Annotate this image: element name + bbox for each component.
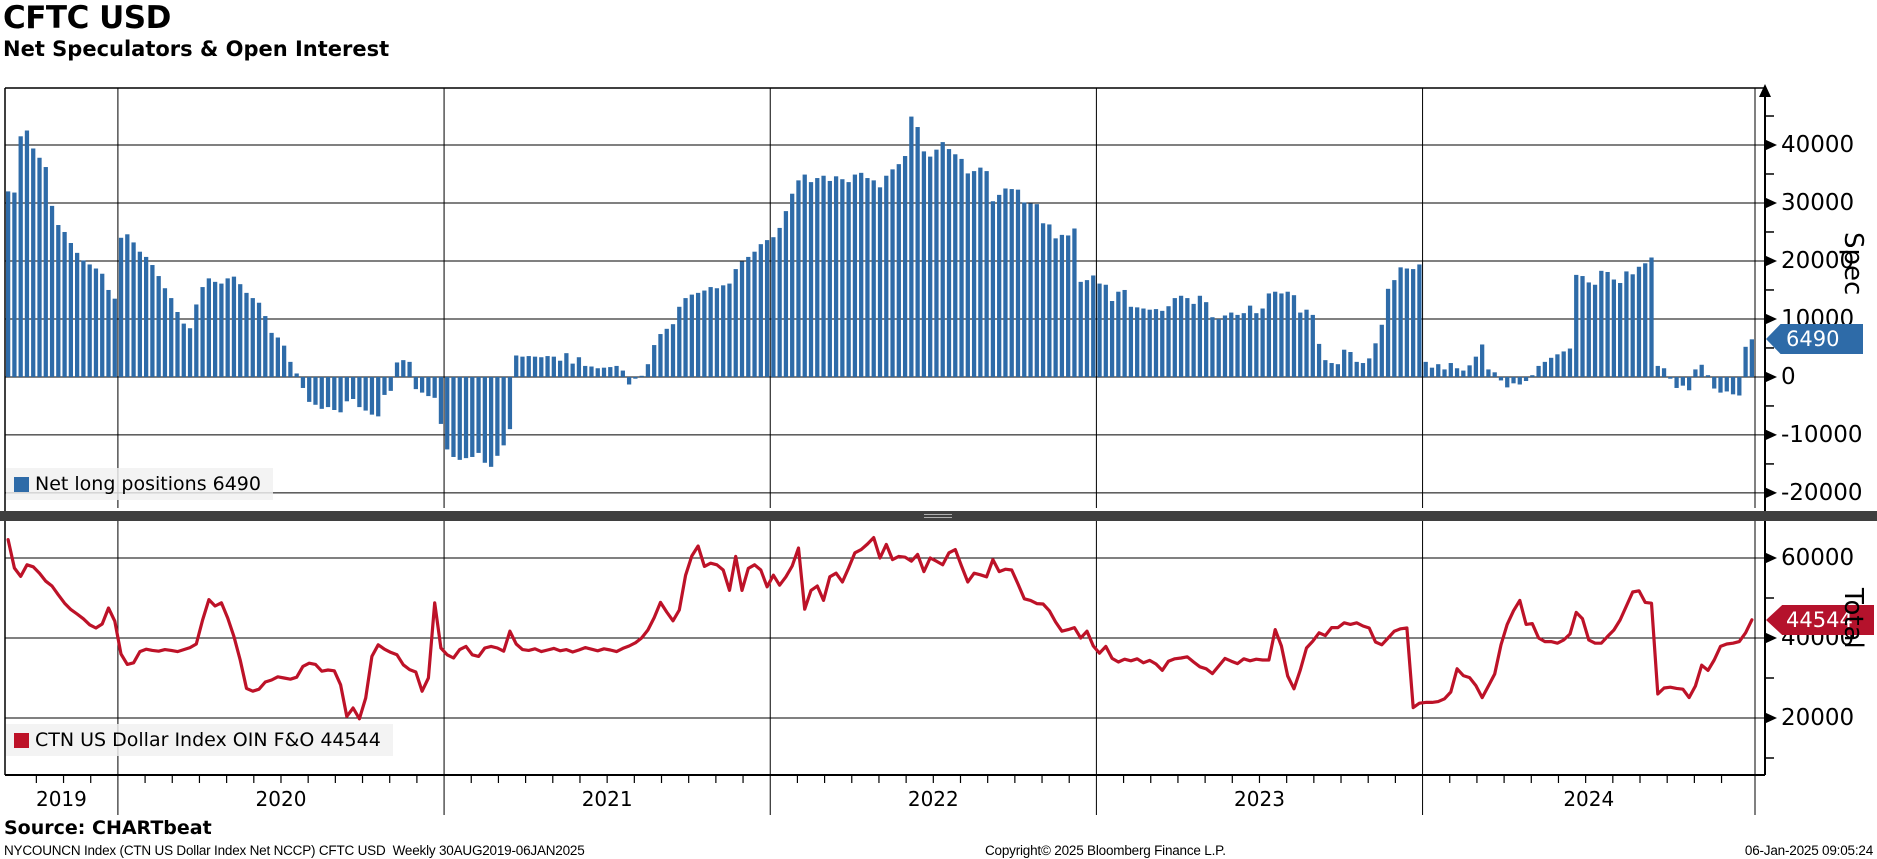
panel-divider[interactable] <box>0 511 1877 521</box>
chart-subtitle: Net Speculators & Open Interest <box>3 37 390 61</box>
svg-text:20000: 20000 <box>1781 705 1854 731</box>
bottom-axis: 2019 2020 2021 2022 2023 2024 <box>35 775 1723 811</box>
svg-text:30000: 30000 <box>1781 190 1854 216</box>
svg-text:-10000: -10000 <box>1781 422 1862 448</box>
chart-header: CFTC USD Net Speculators & Open Interest <box>3 0 389 62</box>
svg-text:2023: 2023 <box>1234 787 1285 811</box>
svg-text:40000: 40000 <box>1781 132 1854 158</box>
svg-text:0: 0 <box>1781 364 1796 390</box>
blue-series-swatch-icon <box>14 476 29 492</box>
divider-grip-icon <box>924 514 952 515</box>
svg-text:60000: 60000 <box>1781 545 1854 571</box>
legend-open-interest[interactable]: CTN US Dollar Index OIN F&O 44544 <box>6 724 393 756</box>
legend-label: CTN US Dollar Index OIN F&O 44544 <box>35 729 381 751</box>
divider-grip-icon <box>924 517 952 518</box>
legend-label: Net long positions 6490 <box>35 473 261 495</box>
svg-text:-20000: -20000 <box>1781 480 1862 506</box>
page-title: CFTC USD <box>3 0 171 36</box>
svg-text:2021: 2021 <box>582 787 633 811</box>
legend-net-long-positions[interactable]: Net long positions 6490 <box>6 468 273 500</box>
svg-text:2020: 2020 <box>256 787 307 811</box>
spec-last-value: 6490 <box>1786 327 1840 351</box>
right-axis: 400003000020000100000-10000-200006000040… <box>1765 115 1862 759</box>
total-axis-title: Total <box>1838 588 1868 649</box>
footnote-timestamp: 06-Jan-2025 09:05:24 <box>1744 843 1873 858</box>
total-last-value: 44544 <box>1786 608 1853 632</box>
spec-axis-title: Spec <box>1838 232 1868 296</box>
red-series-swatch-icon <box>14 732 29 748</box>
source-label: Source: CHARTbeat <box>4 817 212 839</box>
total-last-value-tag: 44544 <box>1766 605 1874 635</box>
svg-text:20000: 20000 <box>1781 248 1854 274</box>
svg-text:2022: 2022 <box>908 787 959 811</box>
svg-text:2019: 2019 <box>36 787 87 811</box>
spec-bars-series[interactable] <box>6 116 1754 467</box>
svg-text:2024: 2024 <box>1563 787 1614 811</box>
total-line-series[interactable] <box>6 535 1754 721</box>
spec-last-value-tag: 6490 <box>1766 324 1863 354</box>
footnote-copyright: Copyright© 2025 Bloomberg Finance L.P. <box>985 843 1226 858</box>
footnote-ticker: NYCOUNCN Index (CTN US Dollar Index Net … <box>4 843 585 858</box>
